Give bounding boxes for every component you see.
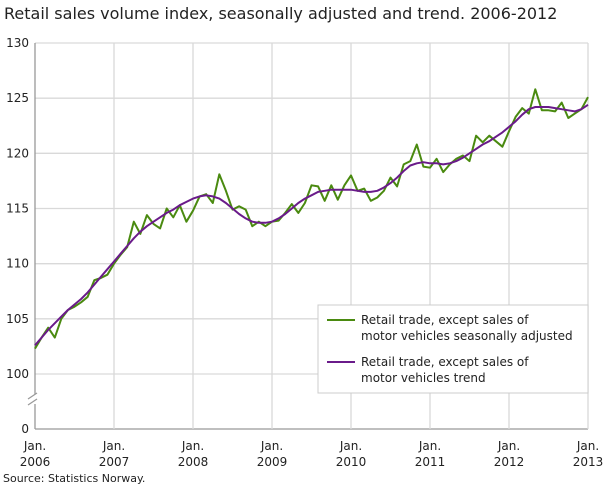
x-tick-label: Jan.: [339, 439, 362, 453]
x-tick-label: 2007: [99, 455, 130, 469]
source-note: Source: Statistics Norway.: [3, 472, 146, 485]
y-tick-label: 130: [6, 36, 29, 50]
axis-break-mark: [27, 398, 38, 406]
y-tick-label: 115: [6, 202, 29, 216]
axis-break-gap: [27, 394, 43, 404]
y-tick-label: 120: [6, 146, 29, 160]
x-tick-label: 2013: [573, 455, 604, 469]
x-tick-label: 2008: [178, 455, 209, 469]
y-tick-label: 0: [21, 422, 29, 436]
x-tick-label: 2009: [257, 455, 288, 469]
y-tick-label: 100: [6, 367, 29, 381]
x-tick-label: Jan.: [23, 439, 46, 453]
legend-label: motor vehicles seasonally adjusted: [361, 329, 573, 343]
chart-title: Retail sales volume index, seasonally ad…: [4, 4, 558, 23]
legend-box: [317, 304, 589, 394]
x-tick-label: Jan.: [497, 439, 520, 453]
y-tick-label: 105: [6, 312, 29, 326]
x-tick-label: 2011: [415, 455, 446, 469]
axis-break-mark: [27, 392, 38, 400]
legend-label: Retail trade, except sales of: [361, 355, 529, 369]
x-tick-label: 2012: [494, 455, 525, 469]
series-line-trend: [34, 103, 589, 346]
legend-label: motor vehicles trend: [361, 371, 486, 385]
x-tick-label: Jan.: [181, 439, 204, 453]
legend-label: Retail trade, except sales of: [361, 313, 529, 327]
x-tick-label: Jan.: [102, 439, 125, 453]
x-tick-label: Jan.: [260, 439, 283, 453]
x-tick-label: Jan.: [576, 439, 599, 453]
x-tick-label: Jan.: [418, 439, 441, 453]
y-tick-label: 125: [6, 91, 29, 105]
x-tick-label: 2006: [20, 455, 51, 469]
y-tick-label: 110: [6, 257, 29, 271]
x-tick-label: 2010: [336, 455, 367, 469]
